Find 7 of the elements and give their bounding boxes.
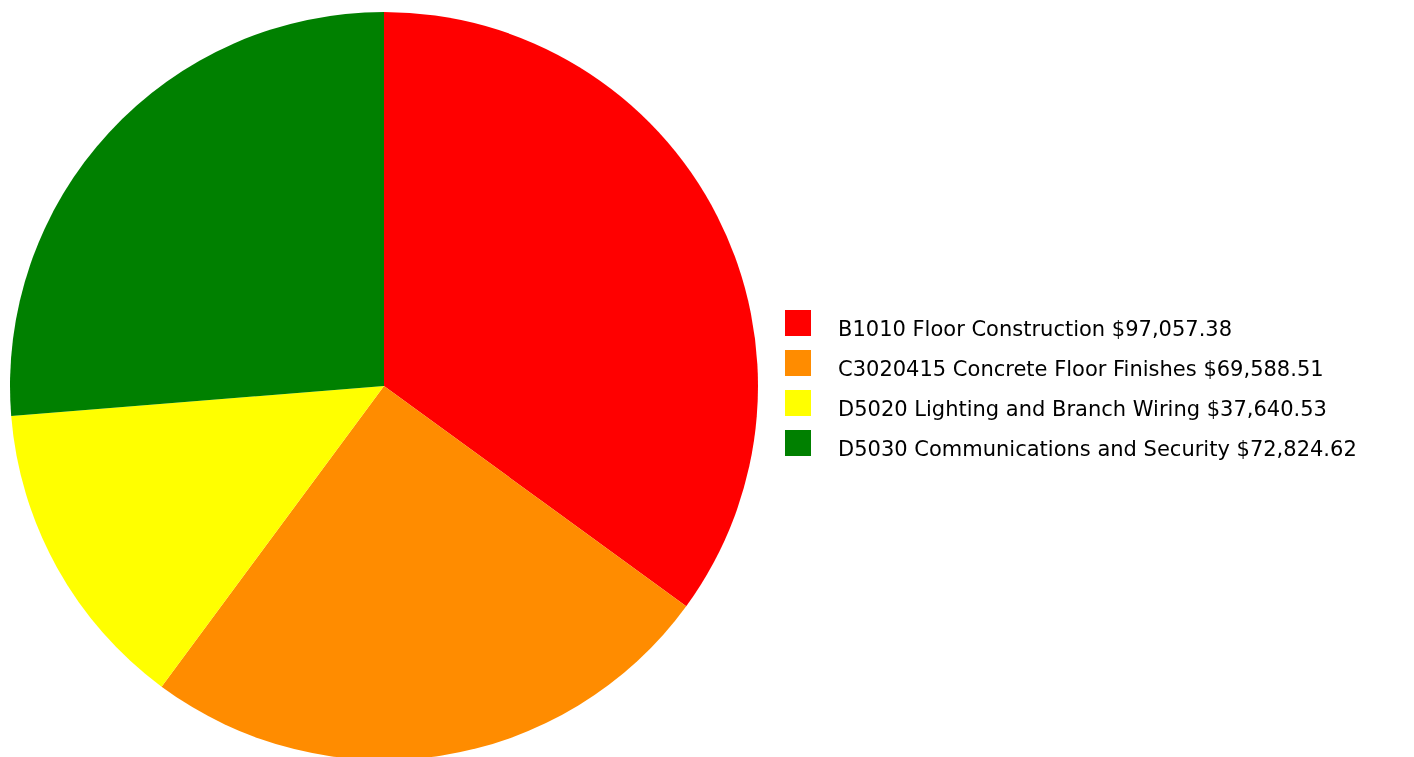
legend-label: C3020415 Concrete Floor Finishes $69,588.51 (838, 357, 1324, 381)
legend-label: D5030 Communications and Security $72,824.62 (838, 437, 1357, 461)
pie-slice (10, 12, 384, 417)
pie-slice (11, 386, 384, 687)
pie-slice (161, 386, 687, 757)
legend-label: B1010 Floor Construction $97,057.38 (838, 317, 1233, 341)
legend-label: D5020 Lighting and Branch Wiring $37,640.53 (838, 397, 1327, 421)
